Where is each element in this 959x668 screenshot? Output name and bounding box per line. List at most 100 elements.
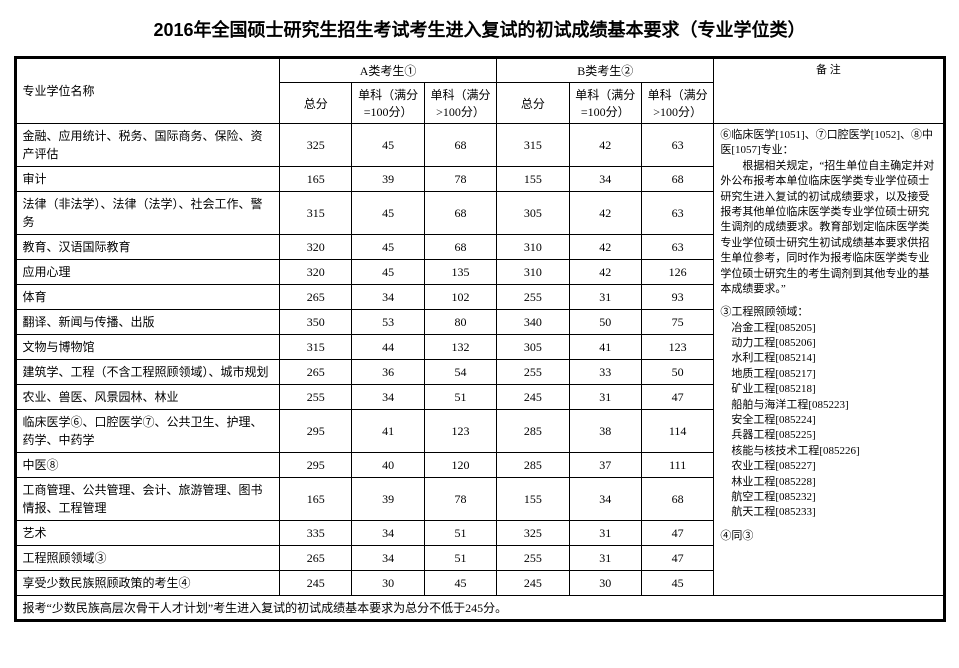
footnote: 报考“少数民族高层次骨干人才计划”考生进入复试的初试成绩基本要求为总分不低于24… — [16, 596, 943, 620]
score-cell: 31 — [569, 546, 641, 571]
score-cell: 245 — [497, 571, 569, 596]
score-cell: 45 — [352, 260, 424, 285]
row-name: 审计 — [16, 167, 280, 192]
score-cell: 135 — [424, 260, 496, 285]
score-cell: 255 — [497, 360, 569, 385]
row-name: 临床医学⑥、口腔医学⑦、公共卫生、护理、药学、中药学 — [16, 410, 280, 453]
col-name: 专业学位名称 — [16, 59, 280, 124]
row-name: 应用心理 — [16, 260, 280, 285]
score-cell: 155 — [497, 167, 569, 192]
score-cell: 42 — [569, 235, 641, 260]
score-cell: 34 — [352, 285, 424, 310]
row-name: 建筑学、工程（不含工程照顾领域）、城市规划 — [16, 360, 280, 385]
score-cell: 315 — [280, 192, 352, 235]
score-cell: 42 — [569, 260, 641, 285]
score-cell: 295 — [280, 410, 352, 453]
note-clinical-head: ⑥临床医学[1051]、⑦口腔医学[1052]、⑧中医[1057]专业： — [720, 128, 936, 159]
score-cell: 68 — [641, 478, 713, 521]
score-cell: 340 — [497, 310, 569, 335]
note-eng-item: 航空工程[085232] — [731, 490, 936, 505]
note-eng-item: 航天工程[085233] — [731, 505, 936, 520]
score-cell: 325 — [497, 521, 569, 546]
score-cell: 47 — [641, 521, 713, 546]
score-cell: 265 — [280, 360, 352, 385]
score-cell: 34 — [569, 478, 641, 521]
row-name: 工商管理、公共管理、会计、旅游管理、图书情报、工程管理 — [16, 478, 280, 521]
note-eng-item: 核能与核技术工程[085226] — [731, 444, 936, 459]
note-eng-item: 水利工程[085214] — [731, 351, 936, 366]
score-cell: 114 — [641, 410, 713, 453]
score-cell: 47 — [641, 546, 713, 571]
score-cell: 305 — [497, 335, 569, 360]
note-clinical-body: 根据相关规定，“招生单位自主确定并对外公布报考本单位临床医学类专业学位硕士研究生… — [720, 159, 936, 298]
col-a-subover: 单科（满分>100分） — [424, 83, 496, 124]
score-cell: 255 — [497, 285, 569, 310]
score-cell: 78 — [424, 167, 496, 192]
note-eng-item: 动力工程[085206] — [731, 336, 936, 351]
score-cell: 350 — [280, 310, 352, 335]
page-title: 2016年全国硕士研究生招生考试考生进入复试的初试成绩基本要求（专业学位类） — [10, 16, 949, 42]
score-cell: 80 — [424, 310, 496, 335]
score-cell: 53 — [352, 310, 424, 335]
score-cell: 42 — [569, 124, 641, 167]
row-name: 教育、汉语国际教育 — [16, 235, 280, 260]
score-cell: 335 — [280, 521, 352, 546]
score-cell: 31 — [569, 285, 641, 310]
score-cell: 285 — [497, 410, 569, 453]
score-cell: 37 — [569, 453, 641, 478]
score-cell: 63 — [641, 192, 713, 235]
score-cell: 93 — [641, 285, 713, 310]
score-cell: 68 — [641, 167, 713, 192]
note-eng-item: 兵器工程[085225] — [731, 428, 936, 443]
score-cell: 126 — [641, 260, 713, 285]
score-cell: 102 — [424, 285, 496, 310]
row-name: 中医⑧ — [16, 453, 280, 478]
score-cell: 315 — [280, 335, 352, 360]
score-cell: 47 — [641, 385, 713, 410]
score-cell: 310 — [497, 235, 569, 260]
col-a-total: 总分 — [280, 83, 352, 124]
score-cell: 320 — [280, 260, 352, 285]
score-cell: 30 — [352, 571, 424, 596]
row-name: 文物与博物馆 — [16, 335, 280, 360]
score-cell: 31 — [569, 521, 641, 546]
score-cell: 310 — [497, 260, 569, 285]
score-cell: 41 — [352, 410, 424, 453]
score-cell: 305 — [497, 192, 569, 235]
score-cell: 34 — [352, 385, 424, 410]
score-cell: 325 — [280, 124, 352, 167]
score-cell: 45 — [352, 124, 424, 167]
note-eng-head: ③工程照顾领域： — [720, 305, 936, 320]
note-eng-item: 矿业工程[085218] — [731, 382, 936, 397]
score-cell: 51 — [424, 521, 496, 546]
score-cell: 38 — [569, 410, 641, 453]
col-a-sub100: 单科（满分=100分） — [352, 83, 424, 124]
score-cell: 120 — [424, 453, 496, 478]
score-cell: 51 — [424, 385, 496, 410]
score-cell: 245 — [497, 385, 569, 410]
score-cell: 34 — [352, 521, 424, 546]
score-cell: 68 — [424, 235, 496, 260]
score-cell: 75 — [641, 310, 713, 335]
row-name: 农业、兽医、风景园林、林业 — [16, 385, 280, 410]
col-b-total: 总分 — [497, 83, 569, 124]
col-cat-b: B类考生② — [497, 59, 714, 83]
score-cell: 63 — [641, 235, 713, 260]
score-cell: 45 — [424, 571, 496, 596]
score-cell: 245 — [280, 571, 352, 596]
score-cell: 68 — [424, 124, 496, 167]
score-cell: 78 — [424, 478, 496, 521]
score-cell: 51 — [424, 546, 496, 571]
note-eng-item: 地质工程[085217] — [731, 367, 936, 382]
score-cell: 165 — [280, 478, 352, 521]
score-cell: 45 — [352, 192, 424, 235]
score-cell: 33 — [569, 360, 641, 385]
note-eng-item: 林业工程[085228] — [731, 475, 936, 490]
score-cell: 265 — [280, 285, 352, 310]
row-name: 金融、应用统计、税务、国际商务、保险、资产评估 — [16, 124, 280, 167]
row-name: 享受少数民族照顾政策的考生④ — [16, 571, 280, 596]
score-cell: 44 — [352, 335, 424, 360]
col-cat-a: A类考生① — [280, 59, 497, 83]
note-eng-item: 冶金工程[085205] — [731, 321, 936, 336]
note-eng-item: 安全工程[085224] — [731, 413, 936, 428]
